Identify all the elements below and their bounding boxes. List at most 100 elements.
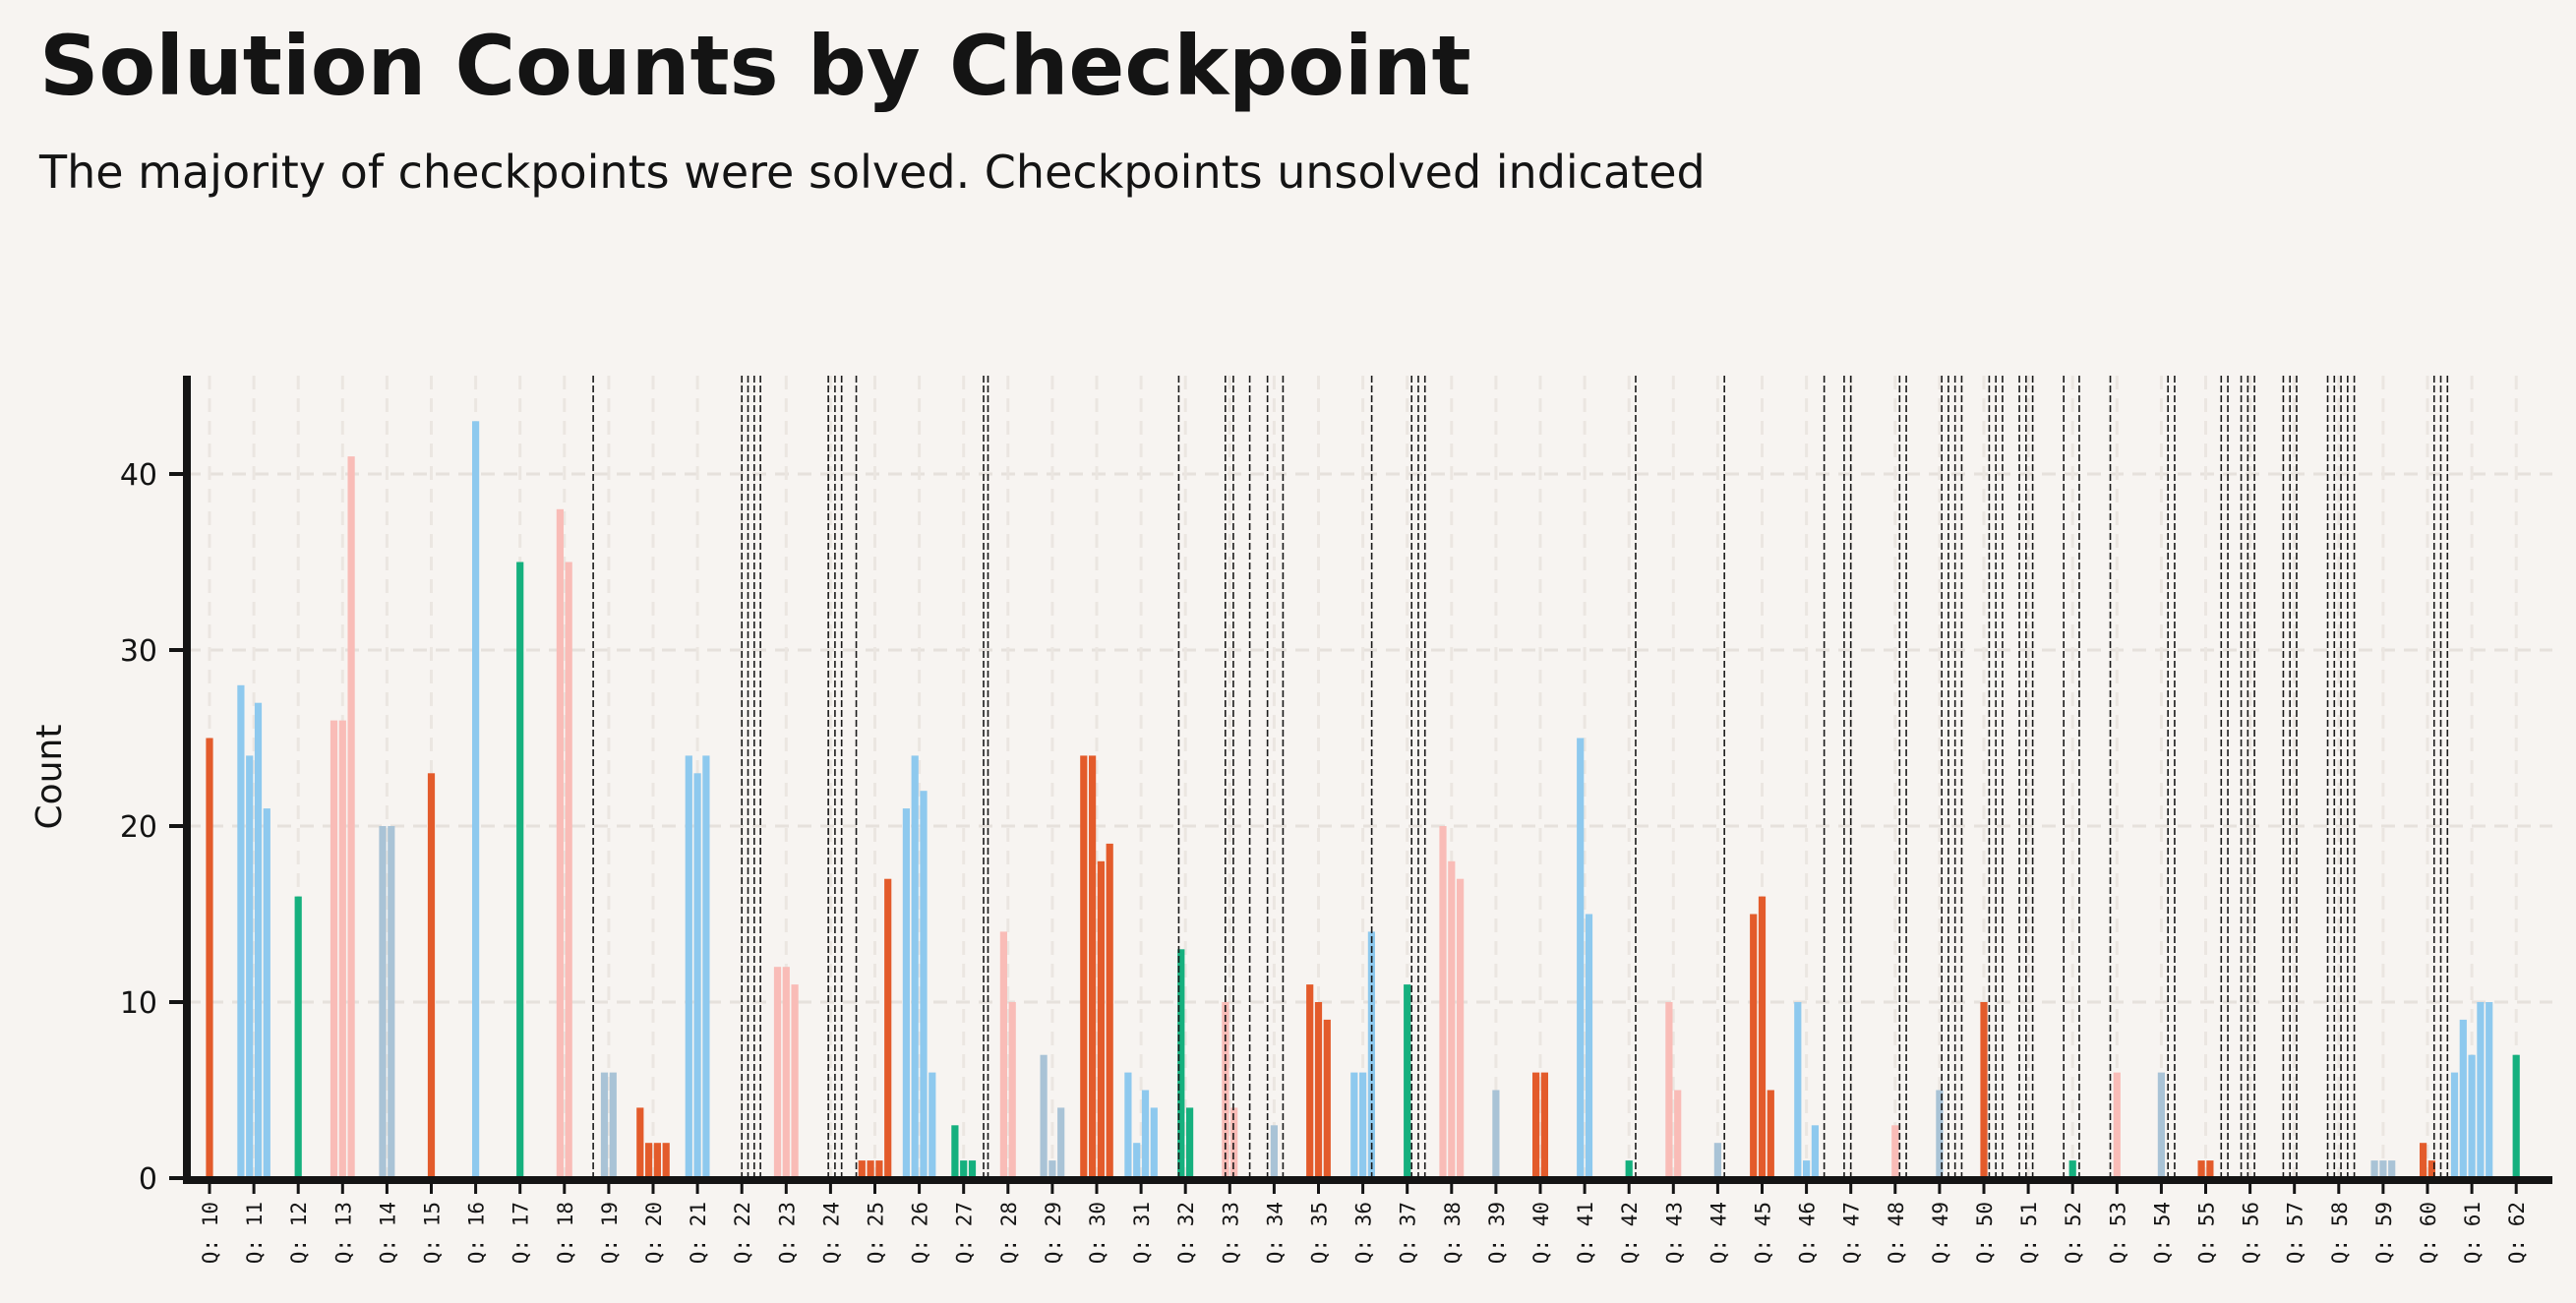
bar (920, 791, 928, 1178)
x-tick-label: Q: 48 (1885, 1202, 1908, 1264)
x-tick-label: Q: 43 (1662, 1202, 1686, 1264)
x-tick-label: Q: 44 (1707, 1202, 1730, 1264)
x-tick-label: Q: 32 (1174, 1202, 1198, 1264)
y-axis-label: Count (30, 725, 70, 830)
x-tick-label: Q: 27 (953, 1202, 977, 1264)
bar (246, 755, 254, 1178)
x-tick-label: Q: 49 (1929, 1202, 1952, 1264)
x-tick-label: Q: 18 (554, 1202, 577, 1264)
bar (1323, 1019, 1331, 1178)
bar (2477, 1002, 2485, 1178)
x-tick-label: Q: 37 (1397, 1202, 1420, 1264)
bar (791, 984, 799, 1178)
bar (1585, 914, 1593, 1178)
x-tick-label: Q: 25 (865, 1202, 888, 1264)
x-tick-label: Q: 34 (1263, 1202, 1287, 1264)
bar (329, 720, 338, 1178)
bar (1150, 1107, 1158, 1178)
bar (1625, 1160, 1633, 1178)
bar (884, 878, 892, 1178)
x-tick-label: Q: 33 (1219, 1202, 1242, 1264)
bar (379, 826, 387, 1178)
bar (662, 1143, 670, 1178)
bar (1448, 860, 1456, 1178)
bar (609, 1072, 617, 1178)
x-tick-label: Q: 62 (2505, 1202, 2529, 1264)
bar (685, 755, 692, 1178)
x-tick-label: Q: 60 (2417, 1202, 2440, 1264)
x-tick-label: Q: 58 (2328, 1202, 2352, 1264)
bar (2450, 1072, 2459, 1178)
x-tick-label: Q: 55 (2195, 1202, 2219, 1264)
bar (2379, 1160, 2387, 1178)
bar (999, 931, 1007, 1178)
x-tick-label: Q: 11 (243, 1202, 267, 1264)
x-tick-label: Q: 23 (775, 1202, 799, 1264)
x-tick-label: Q: 26 (909, 1202, 932, 1264)
bar (565, 562, 572, 1178)
bar (858, 1160, 866, 1178)
bar (1124, 1072, 1132, 1178)
chart-subtitle: The majority of checkpoints were solved.… (39, 146, 1706, 199)
bar (1106, 843, 1113, 1178)
x-tick-label: Q: 61 (2461, 1202, 2485, 1264)
bar (1674, 1090, 1682, 1178)
bar (516, 562, 524, 1178)
x-tick-label: Q: 39 (1485, 1202, 1509, 1264)
x-tick-label: Q: 17 (509, 1202, 533, 1264)
y-tick-label: 20 (120, 810, 157, 845)
x-tick-label: Q: 21 (687, 1202, 710, 1264)
bar (1008, 1002, 1016, 1178)
bar (347, 456, 355, 1179)
bar (1665, 1002, 1673, 1178)
x-tick-label: Q: 16 (465, 1202, 489, 1264)
x-tick-label: Q: 22 (731, 1202, 754, 1264)
bar (1439, 826, 1447, 1178)
bar (1186, 1107, 1194, 1178)
bar (472, 421, 480, 1178)
bar (294, 896, 302, 1178)
x-tick-label: Q: 47 (1840, 1202, 1864, 1264)
x-tick-label: Q: 15 (421, 1202, 445, 1264)
x-tick-label: Q: 13 (331, 1202, 355, 1264)
bar (773, 967, 782, 1178)
bar (1048, 1160, 1056, 1178)
bar (2468, 1054, 2476, 1178)
bar (1713, 1143, 1721, 1178)
bar (338, 720, 346, 1178)
bar (1314, 1002, 1323, 1178)
x-tick-label: Q: 41 (1574, 1202, 1597, 1264)
x-tick-label: Q: 52 (2062, 1202, 2085, 1264)
bar (1750, 914, 1758, 1178)
bar (237, 684, 245, 1178)
x-tick-label: Q: 50 (1973, 1202, 1997, 1264)
bar (1936, 1090, 1944, 1178)
x-tick-label: Q: 54 (2150, 1202, 2174, 1264)
bar (1891, 1125, 1899, 1178)
x-tick-label: Q: 59 (2372, 1202, 2396, 1264)
x-tick-label: Q: 24 (819, 1202, 843, 1264)
x-tick-label: Q: 14 (376, 1202, 399, 1264)
x-tick-label: Q: 12 (287, 1202, 311, 1264)
bar (2113, 1072, 2121, 1178)
x-tick-label: Q: 30 (1086, 1202, 1109, 1264)
bar (254, 702, 263, 1178)
bar (782, 967, 790, 1178)
bar (1794, 1002, 1802, 1178)
bar (1540, 1072, 1548, 1178)
bar (1097, 860, 1105, 1178)
bar (702, 755, 710, 1178)
x-tick-label: Q: 38 (1441, 1202, 1465, 1264)
bar (911, 755, 919, 1178)
bar (1133, 1143, 1141, 1178)
bar (2370, 1160, 2378, 1178)
bar (2206, 1160, 2214, 1178)
bar (2459, 1019, 2467, 1178)
bar (2427, 1160, 2435, 1178)
bar (1089, 755, 1097, 1178)
bar (1306, 984, 1314, 1178)
x-tick-label: Q: 56 (2240, 1202, 2263, 1264)
bar (1141, 1090, 1150, 1178)
x-tick-label: Q: 19 (598, 1202, 622, 1264)
